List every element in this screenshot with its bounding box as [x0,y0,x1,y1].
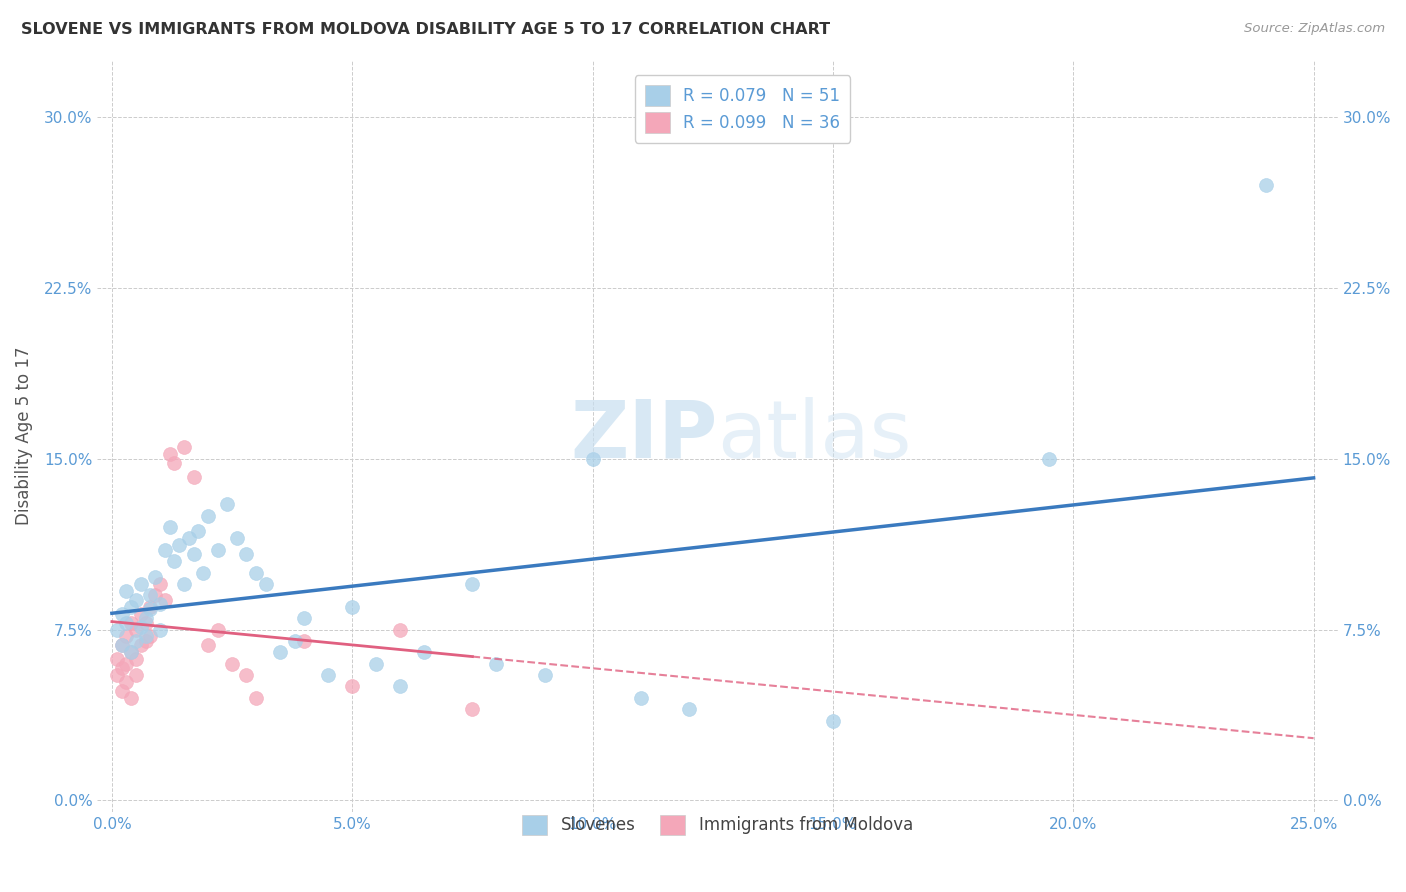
Point [129,639,152,653]
Point [389,623,412,637]
Point [366,657,388,671]
Point [225,531,247,545]
Point [283,634,305,648]
Point [135,615,157,630]
Point [221,657,243,671]
Point [120,645,142,659]
Point [120,645,142,659]
Point [115,629,138,643]
Point [153,593,176,607]
Point [207,623,229,637]
Point [135,611,157,625]
Point [316,668,339,682]
Point [173,577,195,591]
Point [235,547,257,561]
Point [129,577,152,591]
Point [129,620,152,634]
Point [120,690,142,705]
Point [153,542,176,557]
Point [115,583,138,598]
Point [159,520,181,534]
Point [207,542,229,557]
Point [135,629,157,643]
Point [235,668,257,682]
Point [143,588,166,602]
Point [159,447,181,461]
Point [821,714,844,728]
Point [110,607,132,621]
Point [167,538,190,552]
Point [245,690,267,705]
Point [485,657,508,671]
Point [581,451,603,466]
Point [125,623,148,637]
Point [110,639,132,653]
Point [292,611,315,625]
Point [149,623,172,637]
Point [630,690,652,705]
Point [125,634,148,648]
Point [125,652,148,666]
Point [110,684,132,698]
Point [678,702,700,716]
Text: atlas: atlas [717,397,912,475]
Legend: Slovenes, Immigrants from Moldova: Slovenes, Immigrants from Moldova [512,805,922,845]
Point [139,588,162,602]
Point [105,623,128,637]
Point [105,652,128,666]
Text: ZIP: ZIP [571,397,717,475]
Point [139,599,162,614]
Point [254,577,277,591]
Point [183,469,205,483]
Point [163,456,186,470]
Text: Source: ZipAtlas.com: Source: ZipAtlas.com [1244,22,1385,36]
Point [149,577,172,591]
Point [197,508,219,523]
Point [125,668,148,682]
Point [105,668,128,682]
Point [389,680,412,694]
Point [292,634,315,648]
Point [269,645,291,659]
Point [139,602,162,616]
Point [461,577,484,591]
Point [120,615,142,630]
Point [149,598,172,612]
Point [125,593,148,607]
Point [115,675,138,690]
Point [193,566,215,580]
Point [187,524,209,539]
Point [413,645,436,659]
Point [135,634,157,648]
Point [177,531,200,545]
Point [1254,178,1277,192]
Text: SLOVENE VS IMMIGRANTS FROM MOLDOVA DISABILITY AGE 5 TO 17 CORRELATION CHART: SLOVENE VS IMMIGRANTS FROM MOLDOVA DISAB… [21,22,830,37]
Point [183,547,205,561]
Point [342,599,364,614]
Point [533,668,555,682]
Point [173,440,195,454]
Point [115,615,138,630]
Point [163,554,186,568]
Y-axis label: Disability Age 5 to 17: Disability Age 5 to 17 [15,346,32,525]
Point [217,497,239,511]
Point [110,661,132,675]
Point [110,639,132,653]
Point [143,570,166,584]
Point [129,607,152,621]
Point [197,639,219,653]
Point [115,657,138,671]
Point [342,680,364,694]
Point [245,566,267,580]
Point [1038,451,1060,466]
Point [120,599,142,614]
Point [139,629,162,643]
Point [461,702,484,716]
